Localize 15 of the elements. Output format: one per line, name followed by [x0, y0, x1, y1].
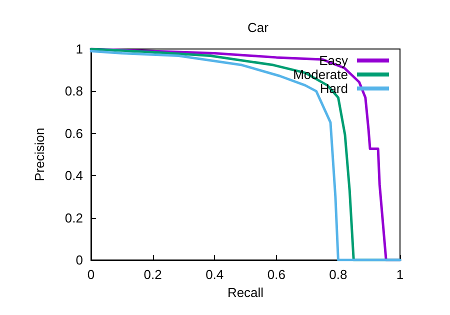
- chart-title: Car: [248, 20, 270, 35]
- y-tick-label: 0: [76, 252, 83, 268]
- x-tick-label: 0.4: [206, 267, 224, 282]
- x-tick-label: 0: [87, 267, 95, 282]
- y-tick-label: 0.2: [64, 210, 83, 226]
- x-tick-label: 0.8: [329, 267, 348, 282]
- y-tick-label: 0.6: [64, 126, 83, 141]
- y-tick-label: 0.8: [64, 84, 83, 99]
- x-tick-label: 0.2: [144, 267, 162, 282]
- y-axis-title: Precision: [32, 128, 47, 182]
- x-tick-label: 1: [396, 267, 404, 282]
- y-tick-label: 0.4: [64, 168, 83, 184]
- y-tick-label: 1: [76, 42, 83, 56]
- x-axis-title: Recall: [227, 284, 264, 300]
- x-tick-label: 0.6: [267, 267, 286, 282]
